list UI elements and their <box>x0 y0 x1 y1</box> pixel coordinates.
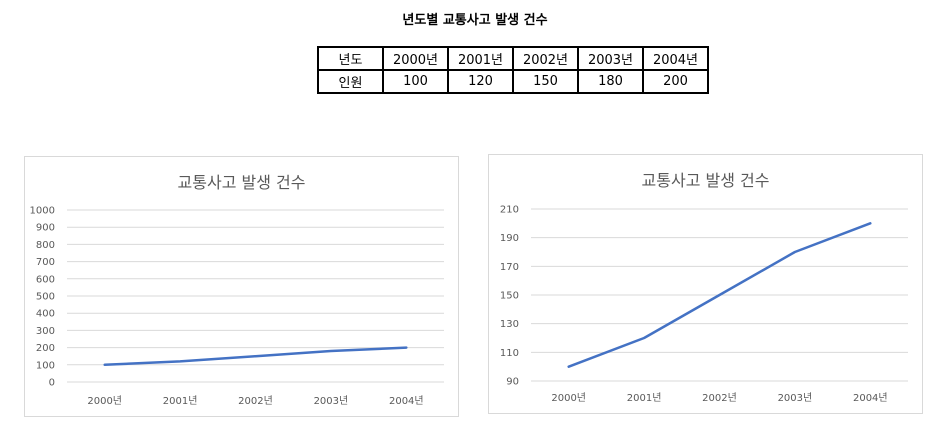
y-tick-label: 90 <box>506 377 519 388</box>
table-header-count: 인원 <box>317 69 384 94</box>
y-tick-label: 210 <box>500 205 519 216</box>
chart-right: 교통사고 발생 건수 90 110 130 150 170 190 210 2000년 2001년… <box>488 154 923 414</box>
table-cell-year: 2004년 <box>642 46 709 71</box>
table-cell-count: 200 <box>642 69 709 94</box>
x-tick-label: 2003년 <box>778 392 813 404</box>
x-tick-label: 2000년 <box>551 392 586 404</box>
y-tick-label: 500 <box>36 292 55 303</box>
x-tick-label: 2002년 <box>702 392 737 404</box>
table-cell-year: 2001년 <box>447 46 514 71</box>
y-tick-label: 190 <box>500 233 519 244</box>
y-tick-label: 300 <box>36 326 55 337</box>
y-tick-label: 800 <box>36 240 55 251</box>
y-tick-label: 130 <box>500 319 519 330</box>
table-cell-count: 150 <box>512 69 579 94</box>
data-table: 년도 2000년 2001년 2002년 2003년 2004년 인원 100 … <box>317 46 709 94</box>
y-tick-label: 600 <box>36 274 55 285</box>
x-tick-label: 2004년 <box>853 392 888 404</box>
x-tick-label: 2001년 <box>163 395 198 407</box>
table-row-year: 년도 2000년 2001년 2002년 2003년 2004년 <box>317 46 709 71</box>
y-tick-label: 900 <box>36 223 55 234</box>
chart-title: 교통사고 발생 건수 <box>642 171 770 190</box>
table-cell-count: 120 <box>447 69 514 94</box>
y-tick-label: 170 <box>500 262 519 273</box>
page-title: 년도별 교통사고 발생 건수 <box>402 13 548 28</box>
x-tick-label: 2003년 <box>314 395 349 407</box>
table-row-count: 인원 100 120 150 180 200 <box>317 69 709 94</box>
y-tick-label: 100 <box>36 360 55 371</box>
y-tick-label: 0 <box>49 378 55 389</box>
table-header-year: 년도 <box>317 46 384 71</box>
y-tick-label: 150 <box>500 291 519 302</box>
y-tick-label: 400 <box>36 309 55 320</box>
y-tick-label: 700 <box>36 257 55 268</box>
table-cell-year: 2003년 <box>577 46 644 71</box>
y-tick-label: 110 <box>500 348 519 359</box>
table-cell-year: 2000년 <box>382 46 449 71</box>
chart-title: 교통사고 발생 건수 <box>178 173 306 192</box>
x-tick-label: 2002년 <box>238 395 273 407</box>
x-tick-label: 2004년 <box>389 395 424 407</box>
y-tick-label: 200 <box>36 343 55 354</box>
chart-left: 교통사고 발생 건수 0 100 200 300 400 500 600 700 800 900 10… <box>24 156 459 417</box>
table-cell-count: 100 <box>382 69 449 94</box>
table-cell-count: 180 <box>577 69 644 94</box>
table-cell-year: 2002년 <box>512 46 579 71</box>
chart-left-svg: 교통사고 발생 건수 0 100 200 300 400 500 600 700 800 900 10… <box>30 173 444 407</box>
chart-right-svg: 교통사고 발생 건수 90 110 130 150 170 190 210 2000년 2001년… <box>500 171 908 404</box>
y-tick-label: 1000 <box>30 206 55 217</box>
x-tick-label: 2001년 <box>627 392 662 404</box>
x-tick-label: 2000년 <box>87 395 122 407</box>
